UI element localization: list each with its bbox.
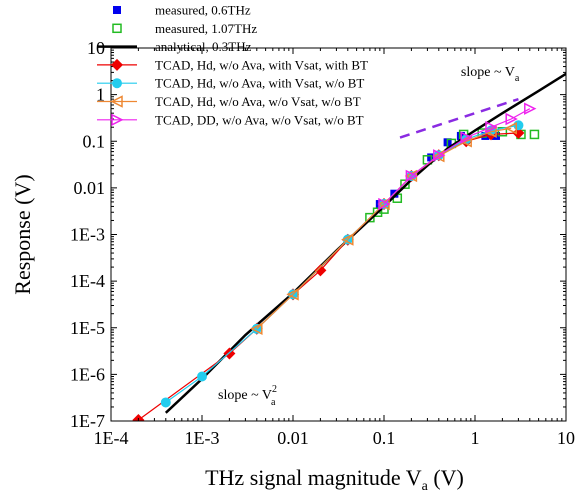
plot-series-layer — [132, 72, 566, 421]
annot-sup: 2 — [272, 384, 277, 395]
series-5 — [250, 122, 517, 336]
legend-item-2: analytical, 0.3THz — [97, 39, 252, 54]
legend-item-5: TCAD, Hd, w/o Ava, w/o Vsat, w/o BT — [97, 94, 361, 109]
series-6-line — [383, 108, 531, 205]
legend-marker — [113, 6, 121, 14]
series-1-point — [400, 179, 410, 189]
series-3 — [132, 127, 525, 421]
x-tick-label: 1 — [471, 428, 480, 448]
legend-label: TCAD, Hd, w/o Ava, with Vsat, with BT — [155, 57, 368, 72]
legend-label: analytical, 0.3THz — [155, 39, 252, 54]
series-1-point — [529, 129, 540, 140]
x-tick-label: 0.01 — [277, 428, 309, 448]
legend-label: TCAD, Hd, w/o Ava, with Vsat, w/o BT — [155, 76, 364, 91]
legend-label: TCAD, Hd, w/o Ava, w/o Vsat, w/o BT — [155, 94, 361, 109]
legend-marker — [112, 23, 122, 34]
x-axis-title-sub: a — [422, 479, 429, 494]
series-5-point — [459, 135, 472, 148]
legend-marker — [110, 95, 123, 108]
legend-label: measured, 1.07THz — [155, 21, 257, 36]
x-axis-title: THz signal magnitude Va (V) — [205, 465, 464, 494]
series-6-point — [378, 197, 391, 211]
slope-va2-label: slope ~ V2 a — [218, 384, 277, 408]
axes-layer: 1E-4 1E-3 0.01 0.1 1 10 1E-7 1E-6 1E-5 1E-4 1E-3 0.… — [10, 38, 575, 494]
x-tick-label: 1E-4 — [94, 428, 129, 448]
x-tick-label: 1E-3 — [185, 428, 220, 448]
legend-item-1: measured, 1.07THz — [112, 21, 257, 36]
annot-text-main: slope ~ V — [461, 65, 515, 80]
legend-marker — [111, 113, 124, 127]
x-tick-label: 10 — [557, 428, 575, 448]
series-6-point — [524, 102, 537, 115]
slope-va-label: slope ~ Va — [461, 65, 520, 84]
series-1 — [365, 126, 540, 223]
series-1-point — [372, 207, 383, 218]
annot-text-main: slope ~ V — [218, 388, 272, 403]
series-6 — [378, 102, 537, 211]
x-axis-title-main: THz signal magnitude V — [205, 465, 422, 490]
y-tick-label: 1E-5 — [70, 318, 105, 338]
series-4-point — [160, 397, 171, 408]
y-tick-label: 1E-4 — [70, 271, 105, 291]
y-axis-title: Response (V) — [10, 174, 35, 294]
series-3-point — [512, 127, 525, 140]
y-tick-label: 1E-7 — [70, 411, 105, 431]
series-6-point — [433, 149, 446, 162]
y-tick-label: 1E-6 — [70, 364, 105, 384]
y-tick-label: 10 — [87, 38, 105, 58]
legend: measured, 0.6THz measured, 1.07THz analyti… — [97, 3, 368, 127]
series-4-point — [197, 371, 207, 382]
legend-item-0: measured, 0.6THz — [113, 3, 251, 18]
x-tick-label: 0.1 — [373, 428, 396, 448]
legend-marker — [111, 58, 123, 71]
y-tick-label: 0.1 — [83, 131, 106, 151]
slope-guide-line — [399, 97, 519, 139]
legend-item-3: TCAD, Hd, w/o Ava, with Vsat, with BT — [97, 57, 368, 72]
legend-marker — [112, 78, 122, 89]
series-5-point — [286, 288, 299, 301]
annot-sub: a — [271, 397, 276, 408]
series-3-point — [314, 264, 327, 277]
series-6-point — [485, 121, 498, 134]
series-5-point — [250, 322, 263, 336]
legend-item-6: TCAD, DD, w/o Ava, w/o Vsat, w/o BT — [97, 112, 364, 127]
y-tick-label: 0.01 — [74, 178, 106, 198]
legend-label: TCAD, DD, w/o Ava, w/o Vsat, w/o BT — [155, 112, 364, 127]
legend-item-4: TCAD, Hd, w/o Ava, with Vsat, w/o BT — [97, 76, 364, 91]
series-6-point — [405, 169, 419, 183]
series-6-point — [505, 112, 518, 126]
annotation-layer — [399, 97, 519, 139]
series-5-point — [504, 122, 517, 135]
series-6-point — [460, 131, 473, 144]
series-4 — [160, 120, 524, 408]
annot-sub: a — [515, 73, 520, 84]
y-tick-label: 1E-3 — [70, 225, 105, 245]
series-3-line — [138, 132, 519, 421]
series-1-point — [365, 212, 375, 223]
series-5-point — [341, 233, 354, 246]
series-4-point — [513, 120, 524, 131]
series-3-point — [132, 414, 145, 421]
x-axis-title-unit: (V) — [428, 465, 464, 490]
y-tick-label: 1 — [96, 85, 105, 105]
legend-label: measured, 0.6THz — [155, 3, 251, 18]
